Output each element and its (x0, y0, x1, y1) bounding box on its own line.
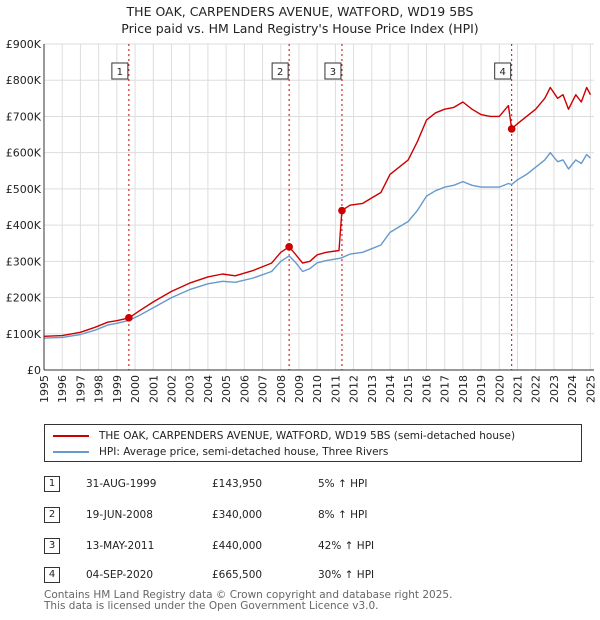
sale-date: 04-SEP-2020 (86, 569, 154, 581)
footer-licence: This data is licensed under the Open Gov… (44, 600, 379, 612)
sale-number-badge: 1 (44, 476, 60, 492)
sale-annotation-label: 4 (499, 67, 505, 78)
y-tick-label: £700K (6, 110, 42, 123)
sale-number-badge: 4 (44, 567, 60, 583)
sale-annotations: 1 2 3 4 (111, 62, 512, 80)
x-tick-label: 2018 (457, 375, 470, 403)
x-tick-label: 2013 (366, 375, 379, 403)
y-tick-label: £500K (6, 183, 42, 196)
chart-title: THE OAK, CARPENDERS AVENUE, WATFORD, WD1… (0, 3, 600, 37)
x-tick-label: 2021 (512, 375, 525, 403)
x-tick-label: 2020 (493, 375, 506, 403)
x-tick-label: 2019 (475, 375, 488, 403)
y-tick-label: £900K (6, 38, 42, 51)
sale-hpi-change: 8% ↑ HPI (318, 509, 368, 521)
x-tick-label: 2008 (275, 375, 288, 403)
sale-number-badge: 2 (44, 507, 60, 523)
x-tick-label: 1997 (74, 375, 87, 403)
sale-marker-lines (128, 44, 513, 370)
legend-swatch-property (53, 435, 89, 437)
x-tick-label: 2015 (402, 375, 415, 403)
x-tick-label: 2010 (311, 375, 324, 403)
sale-points (125, 125, 516, 322)
x-tick-label: 2016 (420, 375, 433, 403)
y-tick-label: £300K (6, 255, 42, 268)
property-series-line (43, 86, 592, 337)
x-tick-label: 2005 (220, 375, 233, 403)
sale-row: 4 04-SEP-2020 £665,500 30% ↑ HPI (44, 567, 464, 585)
sale-hpi-change: 42% ↑ HPI (318, 540, 375, 552)
sale-point (507, 125, 516, 133)
legend-label-hpi: HPI: Average price, semi-detached house,… (99, 446, 389, 458)
sale-price: £143,950 (212, 478, 263, 490)
x-tick-label: 2011 (329, 375, 342, 403)
x-tick-label: 1999 (111, 375, 124, 403)
sale-annotation-box (111, 62, 129, 80)
sale-annotation-label: 1 (117, 67, 123, 78)
x-tick-label: 2017 (439, 375, 452, 403)
sale-annotation-box (494, 62, 512, 80)
sale-row: 1 31-AUG-1999 £143,950 5% ↑ HPI (44, 476, 464, 494)
x-tick-label: 2025 (584, 375, 597, 403)
legend-swatch-hpi (53, 451, 89, 453)
sale-annotation-box (271, 62, 289, 80)
y-tick-label: £0 (27, 364, 41, 377)
legend-item-hpi: HPI: Average price, semi-detached house,… (53, 444, 388, 460)
title-line-1: THE OAK, CARPENDERS AVENUE, WATFORD, WD1… (126, 4, 474, 19)
sale-point (338, 206, 346, 215)
axes: £0 £100K £200K £300K £400K £500K £600K £700K £80… (6, 38, 598, 403)
x-tick-label: 2022 (530, 375, 543, 403)
sale-row: 2 19-JUN-2008 £340,000 8% ↑ HPI (44, 507, 464, 525)
x-tick-label: 1998 (93, 375, 106, 403)
x-tick-label: 2006 (238, 375, 251, 403)
series-lines (43, 86, 592, 339)
sale-annotation-label: 3 (330, 67, 336, 78)
sale-date: 31-AUG-1999 (86, 478, 157, 490)
sale-hpi-change: 5% ↑ HPI (318, 478, 368, 490)
sale-number-badge: 3 (44, 538, 60, 554)
sale-row: 3 13-MAY-2011 £440,000 42% ↑ HPI (44, 538, 464, 556)
legend-label-property: THE OAK, CARPENDERS AVENUE, WATFORD, WD1… (99, 430, 516, 442)
x-tick-label: 2004 (202, 375, 215, 403)
sale-annotation-label: 2 (277, 67, 283, 78)
footer: Contains HM Land Registry data © Crown c… (44, 590, 452, 612)
x-tick-label: 2001 (147, 375, 160, 403)
sale-annotation-box (324, 62, 342, 80)
x-tick-label: 2000 (129, 375, 142, 403)
x-tick-label: 2012 (348, 375, 361, 403)
x-tick-label: 2014 (384, 375, 397, 403)
sale-point (285, 243, 293, 251)
y-tick-label: £800K (6, 74, 42, 87)
x-tick-label: 2023 (548, 375, 561, 403)
sale-date: 19-JUN-2008 (86, 509, 153, 521)
footer-copyright: Contains HM Land Registry data © Crown c… (44, 589, 453, 601)
x-tick-label: 2024 (566, 375, 579, 403)
x-tick-label: 2002 (165, 375, 178, 403)
title-line-2: Price paid vs. HM Land Registry's House … (121, 21, 479, 36)
sale-price: £665,500 (212, 569, 263, 581)
y-tick-label: £600K (6, 147, 42, 160)
y-tick-label: £100K (6, 328, 42, 341)
legend-item-property: THE OAK, CARPENDERS AVENUE, WATFORD, WD1… (53, 428, 515, 444)
sale-price: £340,000 (212, 509, 263, 521)
hpi-series-line (43, 151, 591, 339)
sale-hpi-change: 30% ↑ HPI (318, 569, 375, 581)
chart: 1 2 3 4 £0 £100K £200K £300K £400K £500K £600K £70… (6, 38, 598, 403)
legend: THE OAK, CARPENDERS AVENUE, WATFORD, WD1… (44, 424, 582, 462)
x-tick-label: 1996 (56, 375, 69, 403)
sale-price: £440,000 (212, 540, 263, 552)
y-tick-label: £200K (6, 292, 42, 305)
x-tick-label: 1995 (38, 375, 51, 403)
x-tick-label: 2007 (257, 375, 270, 403)
sale-point (125, 314, 133, 322)
x-tick-label: 2009 (293, 375, 306, 403)
sale-date: 13-MAY-2011 (86, 540, 155, 552)
x-tick-label: 2003 (184, 375, 197, 403)
y-tick-label: £400K (6, 219, 42, 232)
